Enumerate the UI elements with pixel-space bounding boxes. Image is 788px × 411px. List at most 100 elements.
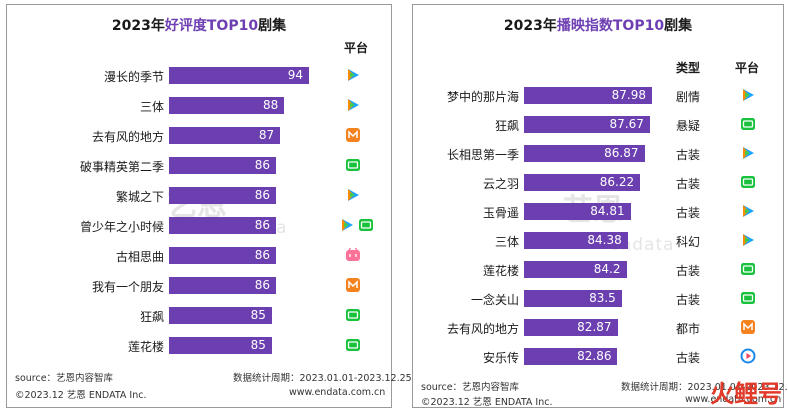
bar (524, 232, 628, 249)
category-label: 一念关山 (470, 293, 519, 307)
type-label: 古装 (676, 206, 701, 220)
bar (524, 290, 622, 307)
tencent-platform-icon (345, 187, 361, 203)
data-label: 87.98 (611, 88, 646, 102)
data-label: 86.22 (599, 175, 635, 189)
category-label: 三体 (139, 100, 164, 114)
type-label: 悬疑 (676, 119, 701, 133)
left-copyright: ©2023.12 艺恩 ENDATA Inc. (15, 390, 147, 401)
bar (524, 145, 645, 162)
data-label: 82.86 (577, 349, 612, 363)
type-label: 古装 (676, 351, 701, 365)
category-label: 漫长的季节 (103, 70, 164, 84)
category-label: 狂飙 (494, 119, 519, 133)
iqiyi-platform-icon (740, 116, 756, 132)
left-site: www.endata.com.cn (289, 387, 386, 398)
category-label: 去有风的地方 (446, 322, 519, 336)
right-chart-title: 2023年播映指数TOP10剧集 (503, 18, 693, 34)
bar (524, 87, 652, 104)
right-source: source：艺恩内容智库 (421, 382, 520, 393)
bar (524, 174, 641, 191)
tencent-platform-icon (345, 67, 361, 83)
category-label: 梦中的那片海 (446, 90, 519, 104)
data-label: 84.2 (593, 262, 621, 276)
data-label: 86 (254, 248, 271, 262)
bar (169, 127, 281, 144)
bar (169, 307, 272, 324)
right-copyright: ©2023.12 艺恩 ENDATA Inc. (421, 397, 553, 408)
iqiyi-platform-icon (345, 337, 361, 353)
youku-platform-icon (740, 348, 756, 364)
bar (524, 348, 618, 365)
bar (169, 217, 277, 234)
bar (169, 97, 285, 114)
category-label: 长相思第一季 (446, 148, 519, 162)
left-platform-header: 平台 (344, 41, 369, 55)
data-label: 84.38 (587, 233, 622, 247)
bilibili-platform-icon (345, 247, 361, 263)
category-label: 古相思曲 (115, 250, 164, 264)
data-label: 88 (263, 98, 279, 112)
category-label: 三体 (494, 235, 519, 249)
bar (169, 337, 272, 354)
right-chart-panel: 2023年播映指数TOP10剧集 类型 平台 艺恩 endata 梦中的那片海8… (412, 4, 788, 408)
category-label: 曾少年之小时候 (79, 220, 164, 234)
category-label: 安乐传 (482, 351, 519, 365)
data-label: 84.81 (590, 204, 625, 218)
iqiyi-platform-icon (740, 261, 756, 277)
data-label: 86.87 (604, 146, 639, 160)
type-label: 剧情 (676, 90, 701, 104)
left-chart-panel: 2023年好评度TOP10剧集 平台 艺恩 endata 漫长的季节94三体88… (6, 4, 412, 408)
bar (169, 247, 277, 264)
left-source: source：艺恩内容智库 (15, 373, 114, 384)
tencent-platform-icon (740, 232, 756, 248)
mango-platform-icon (740, 319, 756, 335)
data-label: 83.5 (589, 291, 616, 305)
type-label: 科幻 (676, 235, 701, 249)
type-label: 古装 (676, 293, 701, 307)
data-label: 82.87 (577, 320, 612, 334)
tencent-platform-icon (339, 217, 355, 233)
data-label: 94 (287, 68, 303, 82)
iqiyi-platform-icon (345, 307, 361, 323)
bar (524, 261, 627, 278)
data-label: 87 (258, 128, 275, 142)
tencent-platform-icon (740, 145, 756, 161)
category-label: 云之羽 (482, 177, 519, 191)
iqiyi-platform-icon (740, 174, 756, 190)
data-label: 85 (250, 308, 266, 322)
category-label: 狂飙 (139, 310, 164, 324)
left-chart-title: 2023年好评度TOP10剧集 (111, 18, 287, 34)
type-label: 都市 (676, 322, 701, 336)
data-label: 85 (250, 338, 266, 352)
category-label: 破事精英第二季 (79, 160, 164, 174)
tencent-platform-icon (740, 203, 756, 219)
tencent-platform-icon (345, 97, 361, 113)
bar (169, 157, 277, 174)
right-period: 数据统计周期：2023.01.01-2023.12.25 (621, 382, 788, 393)
left-period: 数据统计周期：2023.01.01-2023.12.25 (233, 373, 412, 384)
category-label: 莲花楼 (127, 340, 164, 354)
bar (169, 67, 309, 84)
category-label: 去有风的地方 (91, 130, 164, 144)
tencent-platform-icon (740, 87, 756, 103)
category-label: 我有一个朋友 (91, 280, 164, 294)
data-label: 86 (254, 218, 271, 232)
brand-logo: 火鲤号 (710, 380, 782, 408)
bar (169, 277, 277, 294)
category-label: 繁城之下 (115, 190, 164, 204)
right-type-header: 类型 (676, 61, 701, 75)
data-label: 86 (254, 158, 271, 172)
right-site: www.endata.com.cn (685, 394, 782, 405)
bar (524, 319, 618, 336)
data-label: 86 (254, 188, 271, 202)
mango-platform-icon (345, 277, 361, 293)
bar (524, 203, 631, 220)
data-label: 87.67 (609, 117, 644, 131)
mango-platform-icon (345, 127, 361, 143)
iqiyi-platform-icon (358, 217, 374, 233)
category-label: 玉骨遥 (482, 206, 519, 220)
bar (169, 187, 277, 204)
iqiyi-platform-icon (345, 157, 361, 173)
type-label: 古装 (676, 177, 701, 191)
